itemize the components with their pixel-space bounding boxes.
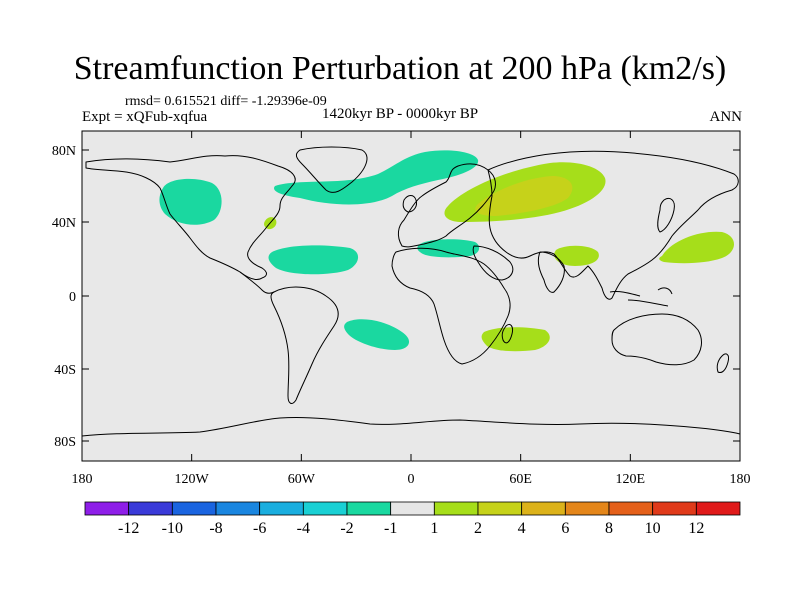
coastline-new-zealand (716, 353, 729, 373)
experiment-label: Expt = xQFub-xqfua (82, 109, 208, 125)
colorbar-swatch (608, 501, 654, 516)
colorbar-label: 12 (688, 520, 704, 537)
colorbar-swatch (215, 501, 261, 516)
colorbar-label: 2 (474, 520, 482, 537)
colorbar-swatch (259, 501, 304, 516)
colorbar-swatch (302, 501, 348, 516)
lon-tick-label: 60W (288, 472, 316, 487)
coastline-indonesia (609, 287, 673, 307)
colorbar-swatch (433, 501, 479, 516)
lat-tick-label: 80N (52, 144, 76, 159)
lon-tick-label: 0 (408, 472, 415, 487)
colorbar-swatch (128, 501, 173, 516)
colorbar-label: 1 (430, 520, 438, 537)
coastline-north-america (85, 155, 296, 281)
anomaly-positive-south-asia (554, 245, 599, 266)
coastline-arabia (472, 245, 514, 281)
anomaly-positive-central-asia (475, 176, 573, 216)
anomaly-positive-se-africa (481, 327, 550, 352)
colorbar-swatch (346, 501, 392, 516)
rmsd-diff-stats: rmsd= 0.615521 diff= -1.29396e-09 (125, 94, 327, 109)
lon-tick-label: 180 (730, 472, 751, 487)
coastline-africa (391, 247, 511, 365)
anomaly-negative-north-atlantic (274, 150, 479, 205)
colorbar-swatch (477, 501, 523, 516)
colorbar-label: 8 (605, 520, 613, 537)
coastlines (81, 146, 741, 437)
coastline-australia (611, 313, 702, 366)
lat-tick-label: 80S (54, 435, 76, 450)
colorbar-swatch (390, 501, 435, 516)
season-label: ANN (709, 109, 743, 125)
anomaly-positive-west-pacific (659, 231, 734, 264)
coastline-asia (487, 150, 739, 300)
colorbar-label: 6 (561, 520, 569, 537)
anomaly-negative-mediterranean (417, 239, 480, 258)
coastline-antarctica (81, 416, 741, 437)
lat-tick-label: 0 (69, 290, 76, 305)
colorbar-swatch (564, 501, 610, 516)
longitude-axis: 180 120W 60W 0 60E 120E 180 (72, 131, 751, 487)
colorbar-swatch (171, 501, 217, 516)
latitude-axis: 80N 40N 0 40S 80S (52, 144, 740, 450)
coastline-japan (657, 197, 675, 233)
colorbar-label: -6 (253, 520, 266, 537)
coastline-britain (402, 195, 417, 213)
coastline-india (537, 251, 565, 293)
anomaly-negative-south-atlantic (344, 319, 410, 350)
colorbar-label: -4 (297, 520, 310, 537)
coastline-south-america (270, 286, 339, 404)
lon-tick-label: 120E (616, 472, 646, 487)
colorbar-swatch (695, 501, 741, 516)
lat-tick-label: 40S (54, 363, 76, 378)
coastline-madagascar (501, 323, 513, 344)
colorbar-label: -8 (209, 520, 222, 537)
lon-tick-label: 180 (72, 472, 93, 487)
coastline-central-america (239, 271, 275, 294)
colorbar-swatch (652, 501, 697, 516)
colorbar-label: -2 (340, 520, 353, 537)
colorbar-label: -10 (162, 520, 183, 537)
lon-tick-label: 120W (175, 472, 210, 487)
colorbar: -12 -10 -8 -6 -4 -2 -1 1 2 4 6 8 10 12 (84, 501, 741, 537)
lat-tick-label: 40N (52, 216, 76, 231)
period-label: 1420kyr BP - 0000kyr BP (322, 106, 479, 122)
colorbar-label: -12 (118, 520, 139, 537)
colorbar-label: 10 (645, 520, 661, 537)
colorbar-swatch (521, 501, 566, 516)
colorbar-label: -1 (384, 520, 397, 537)
colorbar-label: 4 (518, 520, 526, 537)
lon-tick-label: 60E (509, 472, 532, 487)
anomaly-negative-subtropical-atlantic (268, 245, 359, 275)
coastline-greenland (295, 146, 368, 193)
chart-title: Streamfunction Perturbation at 200 hPa (… (73, 50, 727, 87)
colorbar-swatch (84, 501, 130, 516)
anomaly-negative-na-west (159, 178, 222, 225)
